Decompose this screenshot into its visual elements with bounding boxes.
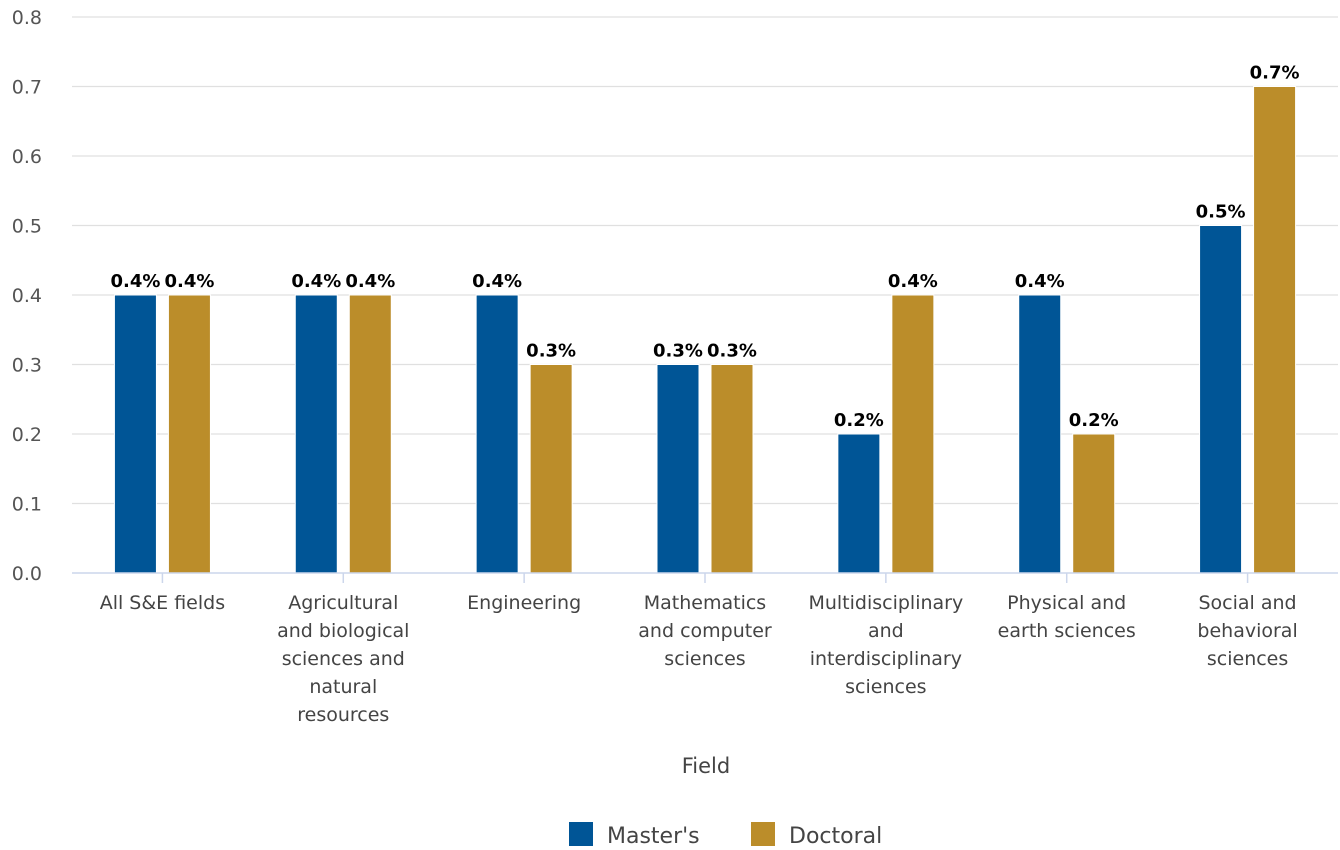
data-label: 0.4% — [1015, 271, 1065, 292]
y-tick-label: 0.8 — [12, 7, 42, 29]
y-tick-label: 0.3 — [12, 355, 42, 377]
x-category-label-line: Multidisciplinary — [808, 592, 963, 614]
x-category-label-line: and biological — [277, 620, 409, 642]
x-category-label-line: Social and — [1199, 592, 1297, 614]
y-tick-label: 0.7 — [12, 77, 42, 99]
x-category-label-line: sciences — [1207, 648, 1288, 670]
bar-masters[interactable] — [1199, 225, 1243, 574]
y-tick-label: 0.2 — [12, 424, 42, 446]
x-category-label-line: earth sciences — [998, 620, 1136, 642]
data-label: 0.4% — [472, 271, 522, 292]
x-category-label: Multidisciplinary and interdisciplinary sci… — [808, 592, 963, 698]
x-category-label-line: sciences and — [282, 648, 405, 670]
data-label: 0.2% — [1069, 410, 1119, 431]
bar-masters[interactable] — [837, 433, 881, 574]
x-category-label: Physical and earth sciences — [998, 592, 1136, 642]
bar-doctoral[interactable] — [348, 294, 392, 574]
bar-doctoral[interactable] — [529, 364, 573, 574]
bar-doctoral[interactable] — [1253, 86, 1297, 574]
data-label: 0.7% — [1250, 63, 1300, 84]
legend: Master's Doctoral — [569, 822, 882, 849]
legend-item-masters[interactable]: Master's — [569, 822, 700, 849]
bar-masters[interactable] — [475, 294, 519, 574]
x-axis-title: Field — [682, 754, 730, 778]
x-axis: All S&E fields Agricultural and biological… — [72, 572, 1338, 726]
legend-label: Master's — [607, 824, 700, 849]
legend-label: Doctoral — [789, 824, 882, 849]
bar-masters[interactable] — [113, 294, 157, 574]
x-category-label-line: and computer — [638, 620, 772, 642]
y-tick-label: 0.6 — [12, 146, 42, 168]
x-category-label-line: sciences — [664, 648, 745, 670]
data-label: 0.4% — [291, 271, 341, 292]
legend-swatch — [569, 822, 593, 846]
bar-doctoral[interactable] — [710, 364, 754, 574]
x-category-label: Social and behavioral sciences — [1197, 592, 1297, 670]
y-tick-label: 0.0 — [12, 563, 42, 585]
x-category-label: Mathematics and computer sciences — [638, 592, 772, 670]
x-category-label-line: Engineering — [467, 592, 581, 614]
x-category-label: Engineering — [467, 592, 581, 614]
legend-swatch — [751, 822, 775, 846]
y-axis: 0.0 0.1 0.2 0.3 0.4 0.5 0.6 0.7 0.8 — [12, 7, 42, 585]
data-label: 0.4% — [110, 271, 160, 292]
x-category-label-line: Physical and — [1007, 592, 1126, 614]
bar-doctoral[interactable] — [1072, 433, 1116, 574]
data-label: 0.3% — [653, 341, 703, 362]
data-labels: 0.4% 0.4% 0.4% 0.4% 0.4%0.3% 0.3% 0.3%0.2%0.4%… — [110, 63, 1299, 432]
x-category-label-line: natural — [309, 676, 377, 698]
x-category-label-line: and — [868, 620, 904, 642]
x-category-label-line: interdisciplinary — [810, 648, 962, 670]
bar-masters[interactable] — [294, 294, 338, 574]
x-category-label-line: All S&E fields — [100, 592, 225, 614]
x-category-label-line: behavioral — [1197, 620, 1297, 642]
y-tick-label: 0.4 — [12, 285, 42, 307]
data-label: 0.5% — [1196, 202, 1246, 223]
y-tick-label: 0.5 — [12, 216, 42, 238]
data-label: 0.2% — [834, 410, 884, 431]
bar-masters[interactable] — [656, 364, 700, 574]
y-tick-label: 0.1 — [12, 494, 42, 516]
bar-masters[interactable] — [1018, 294, 1062, 574]
data-label: 0.4% — [888, 271, 938, 292]
data-label: 0.4% — [164, 271, 214, 292]
grid-lines — [72, 16, 1338, 505]
bar-doctoral[interactable] — [167, 294, 211, 574]
x-category-label-line: Mathematics — [644, 592, 766, 614]
data-label: 0.3% — [707, 341, 757, 362]
data-label: 0.3% — [526, 341, 576, 362]
data-label: 0.4% — [345, 271, 395, 292]
bar-doctoral[interactable] — [891, 294, 935, 574]
bars — [113, 86, 1297, 574]
x-category-label-line: resources — [297, 704, 389, 726]
legend-item-doctoral[interactable]: Doctoral — [751, 822, 882, 849]
x-category-label: All S&E fields — [100, 592, 225, 614]
x-category-label: Agricultural and biological sciences and na… — [277, 592, 409, 726]
x-category-label-line: Agricultural — [288, 592, 398, 614]
x-category-label-line: sciences — [845, 676, 926, 698]
